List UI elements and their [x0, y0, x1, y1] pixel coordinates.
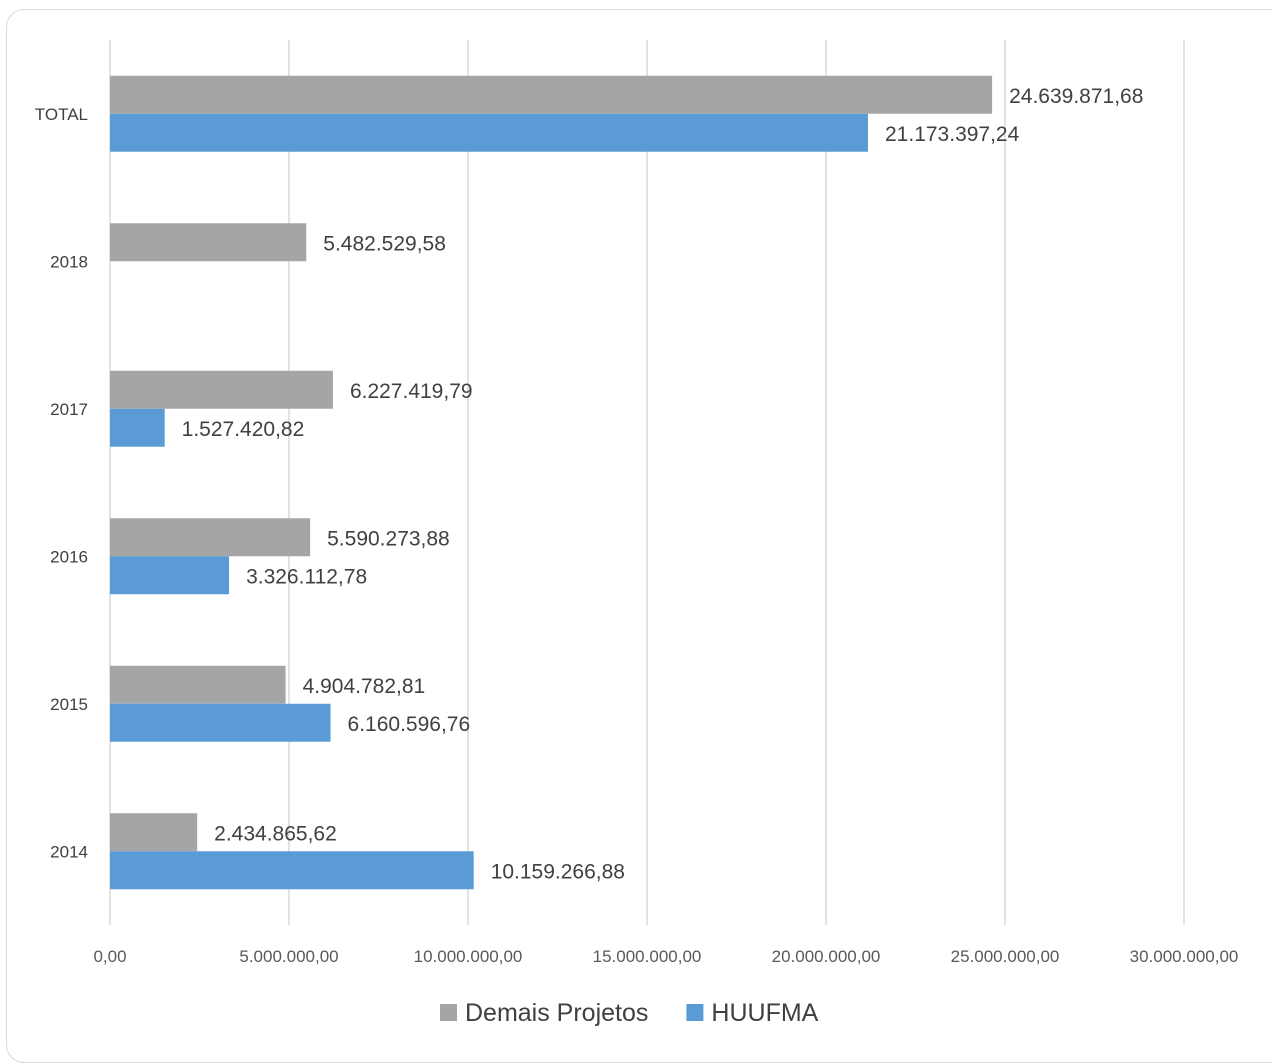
- data-label: 3.326.112,78: [246, 565, 367, 588]
- legend-label: HUUFMA: [711, 999, 818, 1027]
- category-label: TOTAL: [35, 105, 88, 124]
- bars: [110, 75, 993, 890]
- x-tick-label: 20.000.000,00: [772, 947, 881, 966]
- data-label: 21.173.397,24: [885, 123, 1020, 146]
- legend-swatch: [440, 1004, 457, 1021]
- data-label: 6.160.596,76: [348, 713, 471, 736]
- data-label: 5.482.529,58: [323, 232, 446, 255]
- category-label: 2016: [50, 547, 88, 566]
- data-label: 1.527.420,82: [182, 418, 305, 441]
- data-label: 4.904.782,81: [303, 675, 426, 698]
- data-label: 2.434.865,62: [214, 822, 337, 845]
- bar-demais-projetos: [110, 665, 286, 704]
- data-label: 6.227.419,79: [350, 380, 473, 403]
- category-label: 2014: [50, 842, 88, 861]
- legend-swatch: [686, 1004, 704, 1021]
- gridlines: [109, 40, 1185, 925]
- legend-label: Demais Projetos: [465, 999, 648, 1027]
- category-label: 2018: [50, 252, 88, 271]
- bar-demais-projetos: [110, 370, 333, 409]
- bar-demais-projetos: [110, 223, 307, 262]
- x-tick-label: 10.000.000,00: [414, 947, 523, 966]
- data-label: 5.590.273,88: [327, 527, 450, 550]
- bar-huufma: [110, 556, 230, 595]
- data-labels: 24.639.871,68 21.173.397,24 5.482.529,58 6.…: [182, 85, 1144, 884]
- x-tick-label: 0,00: [93, 947, 126, 966]
- x-tick-label: 5.000.000,00: [239, 947, 338, 966]
- bar-huufma: [110, 851, 474, 890]
- category-label: 2017: [50, 400, 88, 419]
- bar-huufma: [110, 408, 165, 447]
- x-tick-label: 30.000.000,00: [1130, 947, 1239, 966]
- bar-demais-projetos: [110, 75, 993, 114]
- data-label: 24.639.871,68: [1009, 85, 1143, 108]
- category-axis: TOTAL 2018 2017 2016 2015 2014: [35, 105, 88, 862]
- category-label: 2015: [50, 695, 88, 714]
- bar-demais-projetos: [110, 813, 198, 852]
- value-axis: 0,00 5.000.000,00 10.000.000,00 15.000.000,…: [93, 947, 1238, 966]
- x-tick-label: 25.000.000,00: [951, 947, 1060, 966]
- data-label: 10.159.266,88: [491, 860, 625, 883]
- bar-huufma: [110, 703, 331, 742]
- x-tick-label: 15.000.000,00: [593, 947, 702, 966]
- bar-huufma: [110, 113, 869, 152]
- legend: Demais Projetos HUUFMA: [440, 999, 819, 1027]
- bar-demais-projetos: [110, 518, 311, 557]
